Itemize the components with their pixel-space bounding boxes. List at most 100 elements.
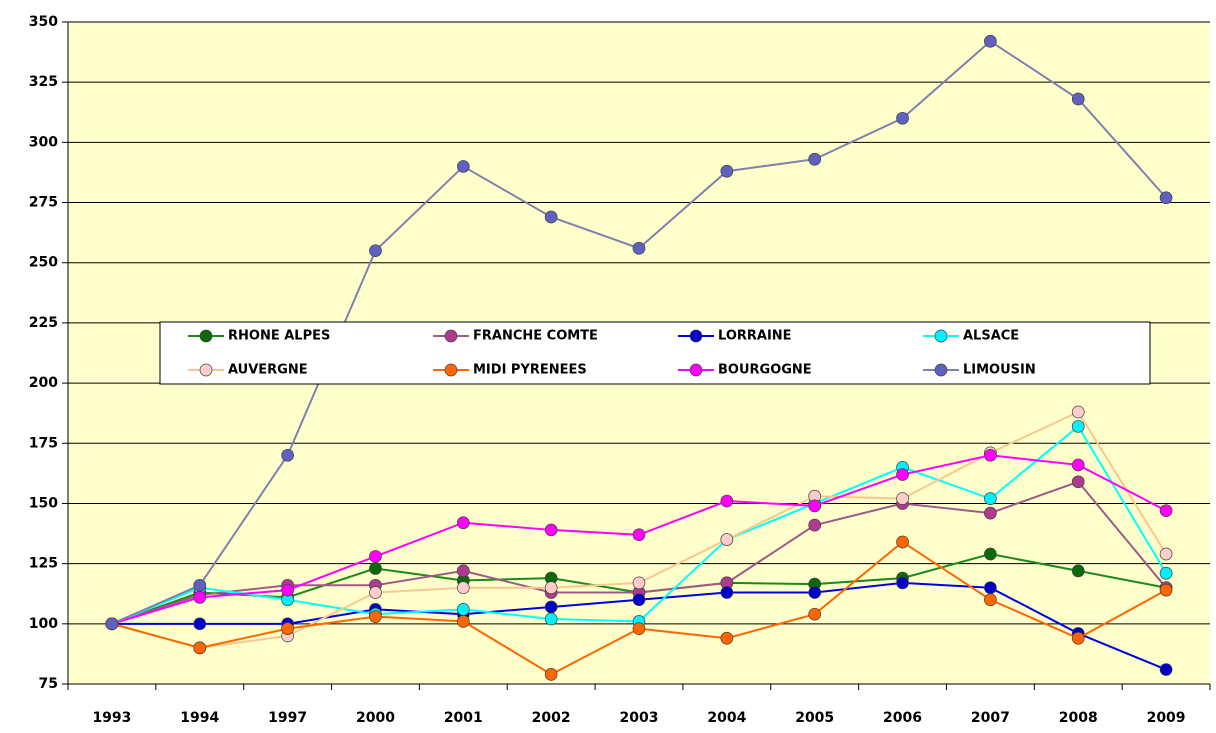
marker bbox=[369, 586, 382, 599]
x-tick-label: 2002 bbox=[532, 710, 571, 726]
legend-marker bbox=[689, 329, 703, 343]
legend-marker bbox=[199, 329, 213, 343]
marker bbox=[808, 518, 822, 532]
x-tick-label: 1993 bbox=[92, 710, 131, 726]
y-tick-label: 150 bbox=[29, 495, 58, 511]
marker bbox=[984, 492, 997, 505]
x-tick-label: 1994 bbox=[180, 710, 219, 726]
marker bbox=[456, 564, 470, 578]
legend-marker bbox=[444, 329, 458, 343]
marker bbox=[632, 576, 646, 590]
x-tick-label: 1997 bbox=[268, 710, 307, 726]
marker bbox=[369, 550, 382, 563]
marker bbox=[896, 111, 909, 125]
x-tick-label: 2001 bbox=[444, 710, 483, 726]
legend-box bbox=[159, 321, 1151, 385]
x-tick-label: 2006 bbox=[883, 710, 922, 726]
marker bbox=[720, 533, 734, 546]
y-tick-label: 300 bbox=[29, 134, 58, 150]
marker bbox=[984, 593, 997, 607]
marker bbox=[456, 160, 470, 173]
marker bbox=[544, 210, 558, 224]
legend-label: ALSACE bbox=[963, 329, 1019, 344]
marker bbox=[984, 547, 997, 561]
marker bbox=[632, 528, 646, 542]
marker bbox=[544, 612, 558, 626]
marker bbox=[1071, 92, 1085, 106]
y-tick-label: 200 bbox=[29, 375, 58, 391]
marker bbox=[632, 593, 646, 607]
marker bbox=[1159, 504, 1173, 518]
marker bbox=[1159, 663, 1173, 676]
legend-label: FRANCHE COMTE bbox=[473, 329, 598, 344]
marker bbox=[984, 581, 997, 595]
y-tick-label: 275 bbox=[29, 195, 58, 211]
marker bbox=[1071, 475, 1085, 489]
x-tick-label: 2004 bbox=[707, 710, 746, 726]
marker bbox=[281, 583, 294, 597]
legend-marker bbox=[934, 329, 948, 343]
y-tick-label: 350 bbox=[29, 14, 58, 30]
marker bbox=[544, 600, 558, 614]
marker bbox=[1071, 458, 1085, 472]
marker bbox=[984, 448, 997, 462]
marker bbox=[1159, 583, 1173, 597]
marker bbox=[544, 668, 558, 681]
y-tick-label: 225 bbox=[29, 315, 58, 331]
marker bbox=[632, 241, 646, 255]
marker bbox=[369, 244, 382, 258]
marker bbox=[193, 590, 207, 604]
x-tick-label: 2007 bbox=[971, 710, 1010, 726]
marker bbox=[193, 578, 207, 592]
marker bbox=[808, 499, 822, 513]
marker bbox=[1071, 564, 1085, 578]
legend-label: LIMOUSIN bbox=[963, 363, 1036, 378]
x-tick-label: 2005 bbox=[795, 710, 834, 726]
legend-marker bbox=[199, 363, 213, 377]
x-tick-label: 2000 bbox=[356, 710, 395, 726]
marker bbox=[1071, 420, 1085, 433]
marker bbox=[281, 622, 294, 635]
marker bbox=[544, 581, 558, 595]
marker bbox=[456, 603, 470, 616]
marker bbox=[369, 610, 382, 623]
marker bbox=[1071, 631, 1085, 645]
marker bbox=[456, 615, 470, 628]
marker bbox=[1159, 547, 1173, 561]
marker bbox=[456, 581, 470, 595]
marker bbox=[720, 494, 734, 508]
marker bbox=[720, 631, 734, 645]
y-tick-label: 125 bbox=[29, 556, 58, 572]
x-tick-label: 2003 bbox=[620, 710, 659, 726]
marker bbox=[105, 617, 119, 631]
legend-label: LORRAINE bbox=[718, 329, 792, 344]
marker bbox=[1159, 191, 1173, 205]
marker bbox=[632, 622, 646, 635]
marker bbox=[896, 492, 909, 505]
marker bbox=[544, 523, 558, 537]
legend-label: RHONE ALPES bbox=[228, 329, 330, 344]
y-tick-label: 100 bbox=[29, 616, 58, 632]
marker bbox=[1159, 566, 1173, 580]
marker bbox=[193, 641, 207, 655]
marker bbox=[720, 164, 734, 178]
marker bbox=[808, 152, 822, 166]
marker bbox=[984, 506, 997, 520]
marker bbox=[896, 576, 909, 590]
marker bbox=[281, 448, 294, 462]
y-tick-label: 175 bbox=[29, 435, 58, 451]
marker bbox=[369, 562, 382, 575]
marker bbox=[1071, 405, 1085, 419]
x-tick-label: 2008 bbox=[1059, 710, 1098, 726]
marker bbox=[808, 607, 822, 621]
x-tick-label: 2009 bbox=[1147, 710, 1186, 726]
legend-label: AUVERGNE bbox=[228, 363, 308, 378]
legend-label: MIDI PYRENEES bbox=[473, 363, 587, 378]
y-tick-label: 325 bbox=[29, 74, 58, 90]
marker bbox=[456, 516, 470, 530]
marker bbox=[984, 34, 997, 48]
legend-marker bbox=[689, 363, 703, 377]
marker bbox=[193, 617, 207, 631]
legend-label: BOURGOGNE bbox=[718, 363, 812, 378]
